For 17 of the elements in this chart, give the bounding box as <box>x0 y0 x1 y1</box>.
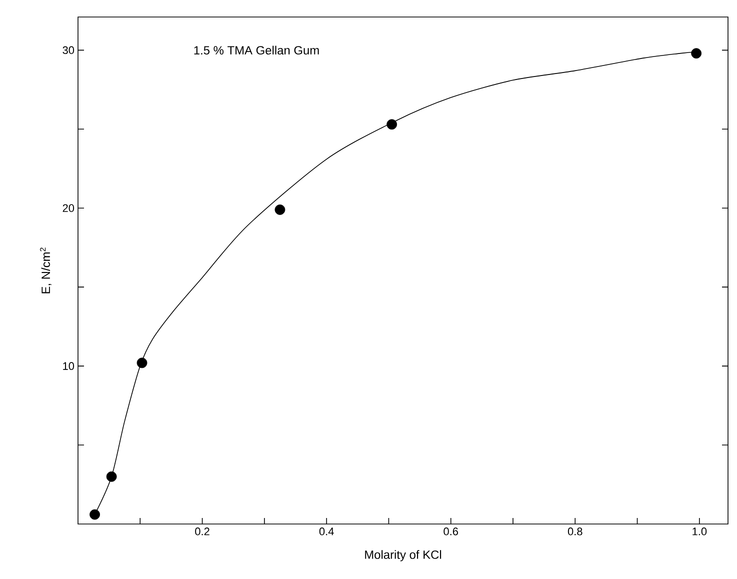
point <box>691 48 702 59</box>
annotation: 1.5 % TMA Gellan Gum <box>194 46 319 55</box>
point <box>136 358 148 368</box>
x-tick-label: 0.8 <box>568 528 582 536</box>
y-tick-label: 20 <box>62 204 74 212</box>
x-tick-label: 0.2 <box>195 528 210 536</box>
point <box>106 471 117 482</box>
y-tick-label: 10 <box>63 362 74 370</box>
point <box>90 509 100 520</box>
point <box>274 204 286 215</box>
y-axis-title: E, N/cm$^{2}$ <box>40 248 52 294</box>
x-tick-label: 0.4 <box>319 528 334 536</box>
y-tick-label: 30 <box>62 46 74 54</box>
point <box>386 119 398 130</box>
x-tick-label: 0.6 <box>444 528 458 536</box>
x-tick-label: 1.0 <box>692 528 707 536</box>
x-axis-title: Molarity of KCl <box>365 550 442 562</box>
